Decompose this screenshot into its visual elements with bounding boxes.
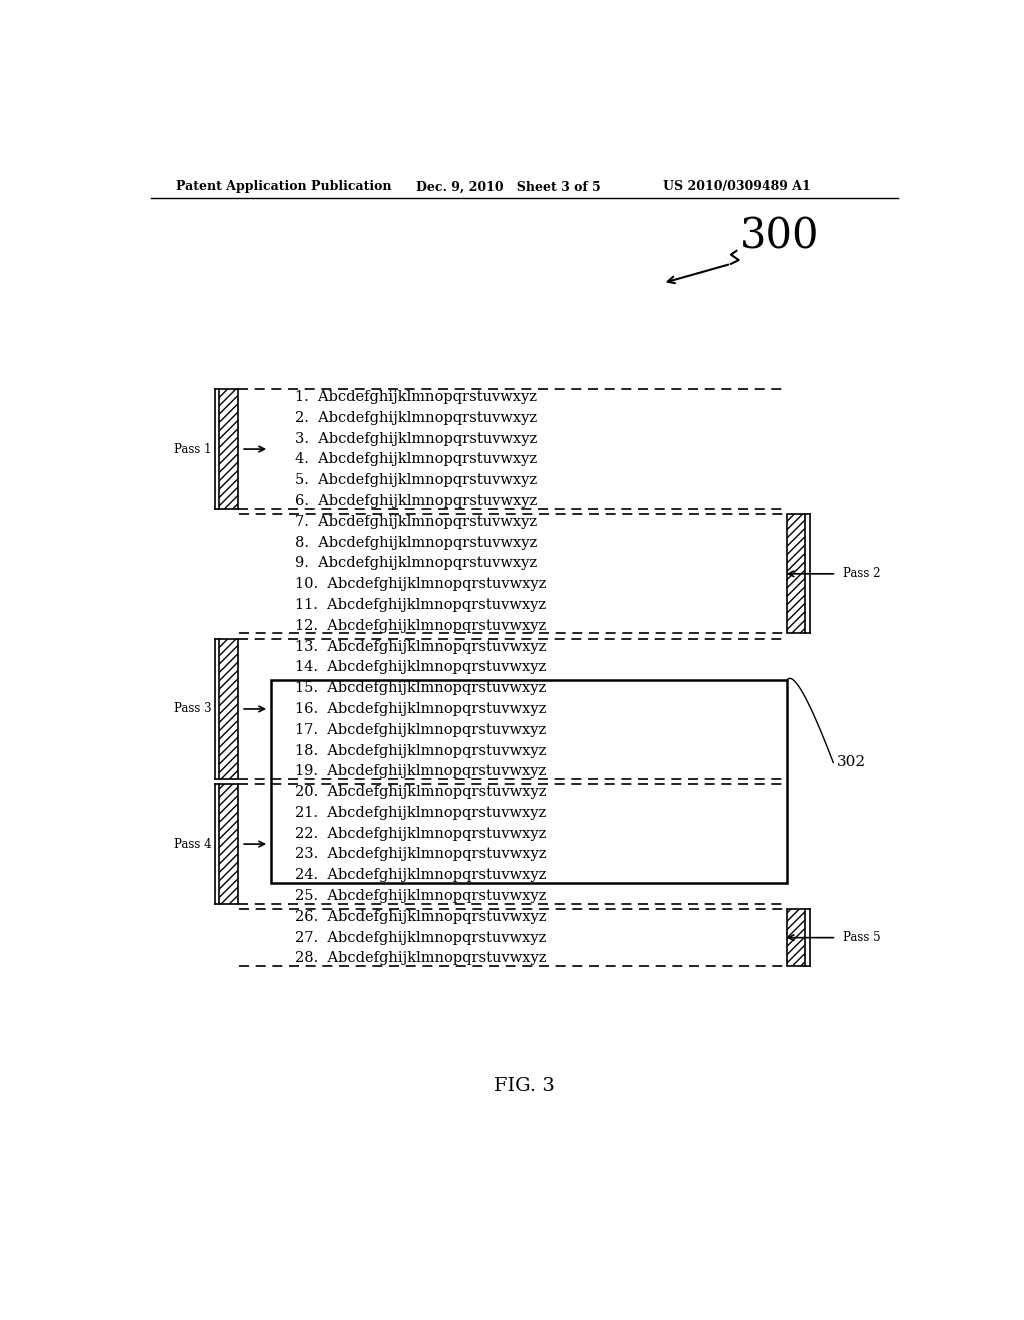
Text: Pass 1: Pass 1 bbox=[174, 442, 212, 455]
Text: US 2010/0309489 A1: US 2010/0309489 A1 bbox=[663, 181, 811, 194]
Text: 11.  Abcdefghijklmnopqrstuvwxyz: 11. Abcdefghijklmnopqrstuvwxyz bbox=[295, 598, 546, 612]
Text: Pass 2: Pass 2 bbox=[843, 568, 880, 581]
Text: Dec. 9, 2010   Sheet 3 of 5: Dec. 9, 2010 Sheet 3 of 5 bbox=[417, 181, 601, 194]
Text: 6.  Abcdefghijklmnopqrstuvwxyz: 6. Abcdefghijklmnopqrstuvwxyz bbox=[295, 494, 537, 508]
Text: Pass 3: Pass 3 bbox=[174, 702, 212, 715]
Text: 3.  Abcdefghijklmnopqrstuvwxyz: 3. Abcdefghijklmnopqrstuvwxyz bbox=[295, 432, 537, 446]
Bar bbox=[219, 639, 238, 779]
Text: 25.  Abcdefghijklmnopqrstuvwxyz: 25. Abcdefghijklmnopqrstuvwxyz bbox=[295, 890, 546, 903]
Text: 4.  Abcdefghijklmnopqrstuvwxyz: 4. Abcdefghijklmnopqrstuvwxyz bbox=[295, 453, 537, 466]
Text: 15.  Abcdefghijklmnopqrstuvwxyz: 15. Abcdefghijklmnopqrstuvwxyz bbox=[295, 681, 546, 696]
Bar bbox=[219, 784, 238, 904]
Text: 5.  Abcdefghijklmnopqrstuvwxyz: 5. Abcdefghijklmnopqrstuvwxyz bbox=[295, 474, 537, 487]
Text: 302: 302 bbox=[838, 755, 866, 770]
Text: Patent Application Publication: Patent Application Publication bbox=[176, 181, 391, 194]
Text: 8.  Abcdefghijklmnopqrstuvwxyz: 8. Abcdefghijklmnopqrstuvwxyz bbox=[295, 536, 537, 549]
Text: 17.  Abcdefghijklmnopqrstuvwxyz: 17. Abcdefghijklmnopqrstuvwxyz bbox=[295, 723, 546, 737]
Text: 27.  Abcdefghijklmnopqrstuvwxyz: 27. Abcdefghijklmnopqrstuvwxyz bbox=[295, 931, 546, 945]
Text: 18.  Abcdefghijklmnopqrstuvwxyz: 18. Abcdefghijklmnopqrstuvwxyz bbox=[295, 743, 546, 758]
Text: 9.  Abcdefghijklmnopqrstuvwxyz: 9. Abcdefghijklmnopqrstuvwxyz bbox=[295, 557, 537, 570]
Text: Pass 5: Pass 5 bbox=[843, 931, 881, 944]
Text: 19.  Abcdefghijklmnopqrstuvwxyz: 19. Abcdefghijklmnopqrstuvwxyz bbox=[295, 764, 546, 779]
Text: 12.  Abcdefghijklmnopqrstuvwxyz: 12. Abcdefghijklmnopqrstuvwxyz bbox=[295, 619, 546, 632]
Text: 2.  Abcdefghijklmnopqrstuvwxyz: 2. Abcdefghijklmnopqrstuvwxyz bbox=[295, 411, 537, 425]
Bar bbox=[786, 909, 805, 966]
Text: 26.  Abcdefghijklmnopqrstuvwxyz: 26. Abcdefghijklmnopqrstuvwxyz bbox=[295, 909, 546, 924]
Text: 23.  Abcdefghijklmnopqrstuvwxyz: 23. Abcdefghijklmnopqrstuvwxyz bbox=[295, 847, 546, 862]
Text: 13.  Abcdefghijklmnopqrstuvwxyz: 13. Abcdefghijklmnopqrstuvwxyz bbox=[295, 640, 546, 653]
Text: 16.  Abcdefghijklmnopqrstuvwxyz: 16. Abcdefghijklmnopqrstuvwxyz bbox=[295, 702, 546, 715]
Text: 7.  Abcdefghijklmnopqrstuvwxyz: 7. Abcdefghijklmnopqrstuvwxyz bbox=[295, 515, 537, 529]
Text: 24.  Abcdefghijklmnopqrstuvwxyz: 24. Abcdefghijklmnopqrstuvwxyz bbox=[295, 869, 546, 882]
Text: 28.  Abcdefghijklmnopqrstuvwxyz: 28. Abcdefghijklmnopqrstuvwxyz bbox=[295, 952, 546, 965]
Text: Pass 4: Pass 4 bbox=[174, 838, 212, 850]
Text: 10.  Abcdefghijklmnopqrstuvwxyz: 10. Abcdefghijklmnopqrstuvwxyz bbox=[295, 577, 546, 591]
Text: 300: 300 bbox=[740, 216, 820, 257]
Text: 20.  Abcdefghijklmnopqrstuvwxyz: 20. Abcdefghijklmnopqrstuvwxyz bbox=[295, 785, 546, 799]
Bar bbox=[271, 681, 786, 883]
Text: 21.  Abcdefghijklmnopqrstuvwxyz: 21. Abcdefghijklmnopqrstuvwxyz bbox=[295, 807, 546, 820]
Text: 14.  Abcdefghijklmnopqrstuvwxyz: 14. Abcdefghijklmnopqrstuvwxyz bbox=[295, 660, 546, 675]
Bar bbox=[219, 389, 238, 508]
Bar bbox=[786, 513, 805, 634]
Text: 1.  Abcdefghijklmnopqrstuvwxyz: 1. Abcdefghijklmnopqrstuvwxyz bbox=[295, 391, 537, 404]
Text: FIG. 3: FIG. 3 bbox=[495, 1077, 555, 1096]
Text: 22.  Abcdefghijklmnopqrstuvwxyz: 22. Abcdefghijklmnopqrstuvwxyz bbox=[295, 826, 546, 841]
